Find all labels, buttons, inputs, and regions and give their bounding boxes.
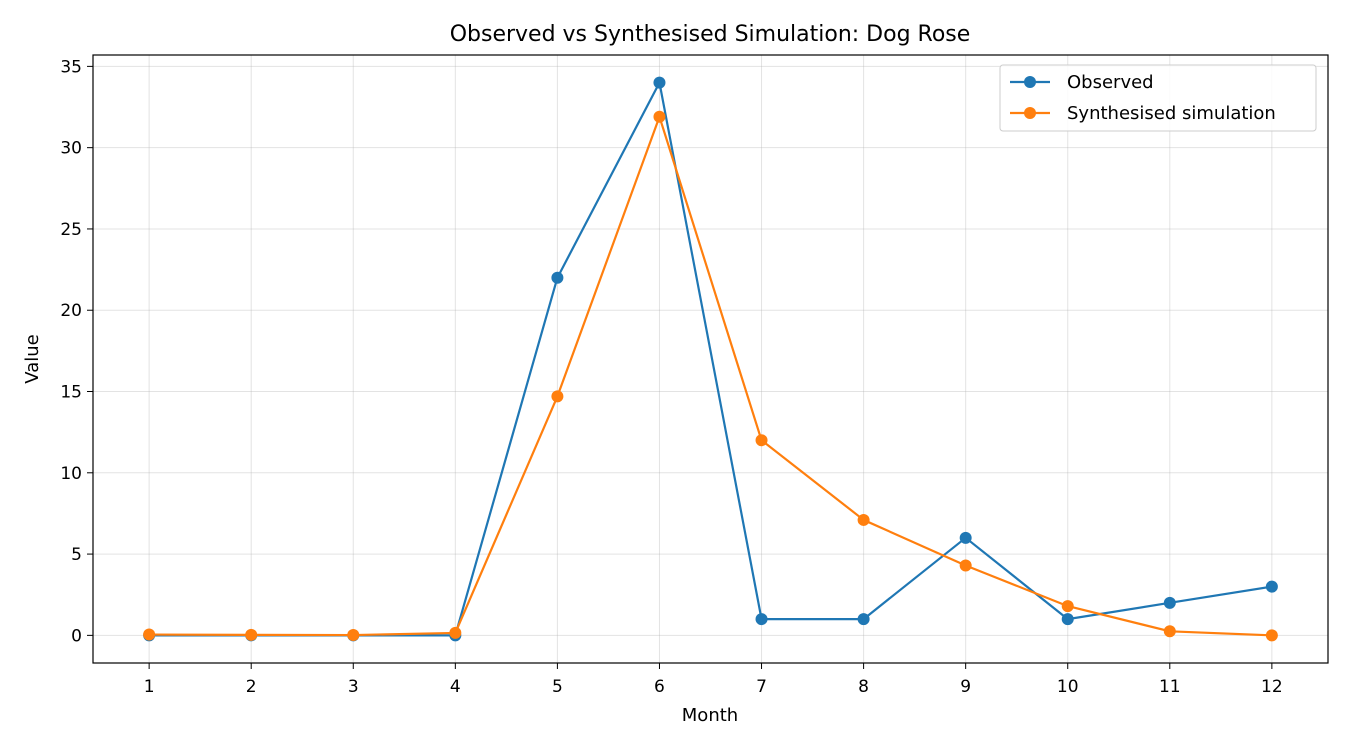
x-tick-label: 9 [960, 677, 971, 697]
plot-frame [92, 54, 1329, 664]
legend-label-observed: Observed [1067, 72, 1154, 93]
data-point-synthesised [755, 434, 768, 447]
data-point-synthesised [1265, 629, 1278, 642]
data-point-observed [1061, 613, 1074, 626]
y-tick-label: 20 [60, 301, 82, 321]
grid [93, 55, 1328, 663]
x-tick-label: 1 [144, 677, 155, 697]
x-tick-label: 2 [246, 677, 257, 697]
legend: Observed Synthesised simulation [999, 64, 1317, 132]
data-point-synthesised [857, 513, 870, 526]
data-point-synthesised [1163, 625, 1176, 638]
data-point-observed [857, 613, 870, 626]
y-tick-label: 15 [60, 383, 82, 403]
data-point-observed [755, 613, 768, 626]
data-point-synthesised [551, 390, 564, 403]
legend-label-synthesised: Synthesised simulation [1067, 103, 1276, 124]
series-line-observed [149, 81, 1273, 637]
x-tick-label: 8 [858, 677, 869, 697]
y-tick-label: 0 [71, 626, 82, 646]
data-point-synthesised [347, 629, 360, 642]
y-axis-label: Value [22, 334, 43, 383]
data-point-synthesised [1061, 600, 1074, 613]
y-tick-label: 5 [71, 545, 82, 565]
y-tick-label: 35 [60, 57, 82, 77]
data-point-synthesised [245, 628, 258, 641]
y-tick-label: 30 [60, 139, 82, 159]
data-point-observed [1265, 580, 1278, 593]
data-point-observed [959, 531, 972, 544]
data-point-synthesised [143, 628, 156, 641]
x-tick-label: 3 [348, 677, 359, 697]
legend-box [999, 64, 1317, 132]
data-point-synthesised [653, 110, 666, 123]
x-tick-label: 10 [1057, 677, 1079, 697]
chart-title: Observed vs Synthesised Simulation: Dog … [450, 22, 971, 47]
data-point-observed [551, 271, 564, 284]
y-axis-ticks: 0 5 10 15 20 25 30 35 [60, 57, 93, 646]
x-tick-label: 4 [450, 677, 461, 697]
data-point-observed [1163, 596, 1176, 609]
legend-marker-observed [1024, 76, 1036, 88]
x-tick-label: 6 [654, 677, 665, 697]
series-line-synthesised [149, 115, 1272, 637]
x-tick-label: 11 [1159, 677, 1181, 697]
x-tick-label: 7 [756, 677, 767, 697]
legend-marker-synthesised [1024, 107, 1036, 119]
x-axis-ticks: 1 2 3 4 5 6 7 8 9 10 11 12 [144, 663, 1283, 697]
y-tick-label: 10 [60, 464, 82, 484]
data-point-synthesised [959, 559, 972, 572]
series-layer [143, 76, 1278, 642]
x-tick-label: 5 [552, 677, 563, 697]
x-axis-label: Month [682, 705, 738, 726]
data-point-observed [653, 76, 666, 89]
x-tick-label: 12 [1261, 677, 1283, 697]
data-point-synthesised [449, 626, 462, 639]
y-tick-label: 25 [60, 220, 82, 240]
